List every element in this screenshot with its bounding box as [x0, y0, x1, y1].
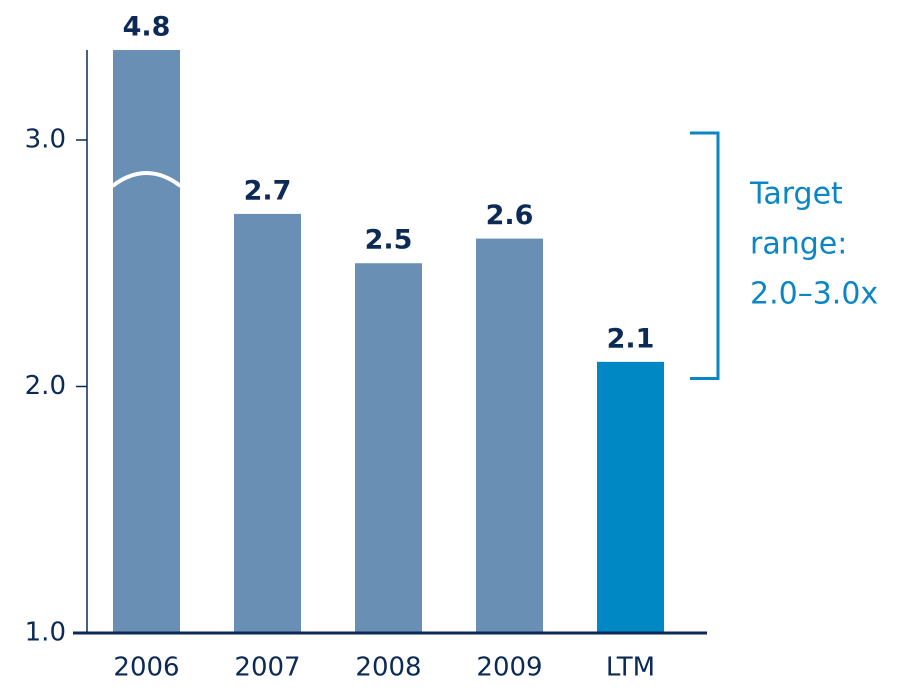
y-tick-label: 1.0	[25, 618, 66, 648]
bar	[476, 238, 543, 633]
y-tick-label: 2.0	[25, 371, 66, 401]
bar	[113, 50, 180, 633]
value-label: 4.8	[123, 12, 171, 43]
value-label: 2.1	[607, 323, 655, 354]
value-label: 2.6	[486, 200, 534, 231]
annotation: range:	[750, 227, 847, 262]
x-tick-label: 2006	[113, 653, 179, 683]
bar	[597, 361, 664, 633]
x-tick-label: 2007	[234, 653, 300, 683]
bar	[234, 213, 301, 633]
bars	[111, 50, 664, 633]
x-tick-label: 2009	[476, 653, 542, 683]
target-bracket	[690, 131, 720, 380]
bar	[355, 263, 422, 633]
value-label: 2.7	[244, 175, 292, 206]
x-tick-label: 2008	[355, 653, 421, 683]
value-label: 2.5	[365, 225, 413, 256]
x-tick-label: LTM	[606, 653, 655, 683]
annotation: Target	[749, 177, 843, 212]
annotation: 2.0–3.0x	[750, 277, 878, 312]
y-tick-label: 3.0	[25, 124, 66, 154]
axis-break	[111, 171, 182, 188]
